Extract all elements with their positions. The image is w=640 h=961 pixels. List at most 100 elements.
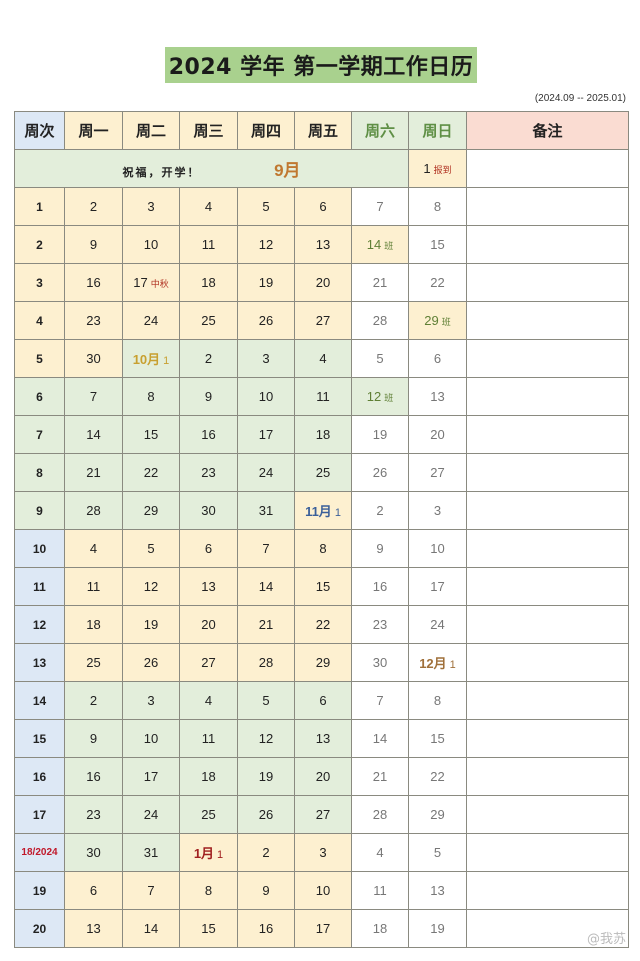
notes-cell[interactable] bbox=[466, 795, 629, 834]
day-number: 8 bbox=[433, 693, 442, 708]
day-cell: 8 bbox=[179, 871, 238, 910]
week-row: 8 21 22 23 24 25 26 27 bbox=[14, 453, 629, 492]
day-cell: 30 bbox=[64, 833, 123, 872]
day-number: 7 bbox=[262, 541, 270, 556]
day-cell: 20 bbox=[408, 415, 467, 454]
day-cell: 11 bbox=[351, 871, 409, 910]
day-number: 21 bbox=[258, 617, 274, 632]
day-number: 24 bbox=[143, 313, 159, 328]
day-number: 2 bbox=[89, 199, 98, 214]
notes-cell[interactable] bbox=[466, 415, 629, 454]
notes-cell[interactable] bbox=[466, 491, 629, 530]
day-cell: 17 中秋 bbox=[122, 263, 180, 302]
notes-cell[interactable] bbox=[466, 263, 629, 302]
notes-cell[interactable] bbox=[466, 719, 629, 758]
week-number: 9 bbox=[14, 491, 65, 530]
notes-cell[interactable] bbox=[466, 339, 629, 378]
day-number: 13 bbox=[315, 237, 331, 252]
day-number: 13 bbox=[315, 731, 331, 746]
notes-cell[interactable] bbox=[466, 187, 629, 226]
day-cell: 7 bbox=[351, 187, 409, 226]
notes-cell[interactable] bbox=[466, 529, 629, 568]
month-label: 10月 bbox=[132, 352, 161, 367]
day-cell: 3 bbox=[237, 339, 295, 378]
day-cell: 7 bbox=[351, 681, 409, 720]
day-number: 4 bbox=[204, 693, 213, 708]
day-number: 6 bbox=[319, 693, 327, 708]
week-number: 5 bbox=[14, 339, 65, 378]
day-cell: 8 bbox=[408, 187, 467, 226]
week-number: 18/2024 bbox=[14, 833, 65, 872]
notes-cell[interactable] bbox=[466, 681, 629, 720]
notes-cell[interactable] bbox=[466, 149, 629, 188]
day-cell: 6 bbox=[294, 187, 352, 226]
notes-cell[interactable] bbox=[466, 643, 629, 682]
day-cell: 3 bbox=[294, 833, 352, 872]
day-number: 4 bbox=[319, 351, 327, 366]
notes-cell[interactable] bbox=[466, 567, 629, 606]
day-number: 16 bbox=[86, 769, 101, 784]
day-cell: 16 bbox=[179, 415, 238, 454]
week-row: 6 7 8 9 10 11 12 班 13 bbox=[14, 377, 629, 416]
day-cell: 25 bbox=[294, 453, 352, 492]
day-cell: 10 bbox=[122, 225, 180, 264]
notes-cell[interactable] bbox=[466, 909, 629, 948]
week-row: 17 23 24 25 26 27 28 29 bbox=[14, 795, 629, 834]
week-row: 13 25 26 27 28 29 30 12月 1 bbox=[14, 643, 629, 682]
notes-cell[interactable] bbox=[466, 301, 629, 340]
day-cell: 12 bbox=[237, 719, 295, 758]
day-number: 28 bbox=[258, 655, 274, 670]
day-cell: 15 bbox=[122, 415, 180, 454]
notes-cell[interactable] bbox=[466, 871, 629, 910]
notes-cell[interactable] bbox=[466, 833, 629, 872]
day-number: 30 bbox=[372, 655, 388, 670]
day-cell: 17 bbox=[237, 415, 295, 454]
day-number: 11 bbox=[201, 237, 216, 252]
day-number: 7 bbox=[147, 883, 155, 898]
notes-cell[interactable] bbox=[466, 757, 629, 796]
day-cell: 13 bbox=[294, 719, 352, 758]
day-number: 15 bbox=[143, 427, 159, 442]
day-number: 4 bbox=[89, 541, 98, 556]
notes-cell[interactable] bbox=[466, 225, 629, 264]
day-number: 16 bbox=[201, 427, 216, 442]
day-cell: 22 bbox=[122, 453, 180, 492]
week-row: 9 28 29 30 31 11月 1 2 3 bbox=[14, 491, 629, 530]
notes-cell[interactable] bbox=[466, 605, 629, 644]
day-cell: 9 bbox=[64, 719, 123, 758]
day-cell: 3 bbox=[122, 681, 180, 720]
day-cell: 23 bbox=[351, 605, 409, 644]
day-number: 8 bbox=[147, 389, 155, 404]
day-number: 28 bbox=[86, 503, 101, 518]
day-cell: 19 bbox=[237, 263, 295, 302]
day-cell: 18 bbox=[179, 263, 238, 302]
day-cell: 29 bbox=[408, 795, 467, 834]
day-cell: 12月 1 bbox=[408, 643, 467, 682]
day-number: 17 bbox=[258, 427, 274, 442]
day-cell: 28 bbox=[351, 795, 409, 834]
day-cell: 13 bbox=[294, 225, 352, 264]
week-number: 2 bbox=[14, 225, 65, 264]
day-number: 9 bbox=[204, 389, 213, 404]
notes-cell[interactable] bbox=[466, 453, 629, 492]
notes-cell[interactable] bbox=[466, 377, 629, 416]
day-number: 7 bbox=[376, 693, 384, 708]
day-cell: 9 bbox=[351, 529, 409, 568]
day-cell: 22 bbox=[408, 757, 467, 796]
day-cell: 23 bbox=[64, 795, 123, 834]
day-cell: 11 bbox=[179, 719, 238, 758]
day-number: 20 bbox=[315, 769, 331, 784]
day-number: 3 bbox=[262, 351, 270, 366]
day-number: 9 bbox=[376, 541, 384, 556]
day-number: 24 bbox=[430, 617, 445, 632]
day-cell: 27 bbox=[179, 643, 238, 682]
day-number: 13 bbox=[430, 883, 445, 898]
day-number: 27 bbox=[315, 807, 331, 822]
day-number: 7 bbox=[376, 199, 384, 214]
day-number: 26 bbox=[372, 465, 388, 480]
day-number: 30 bbox=[201, 503, 216, 518]
day-number: 19 bbox=[372, 427, 388, 442]
day-number: 28 bbox=[372, 313, 388, 328]
day-number: 15 bbox=[430, 237, 445, 252]
day-cell: 24 bbox=[408, 605, 467, 644]
